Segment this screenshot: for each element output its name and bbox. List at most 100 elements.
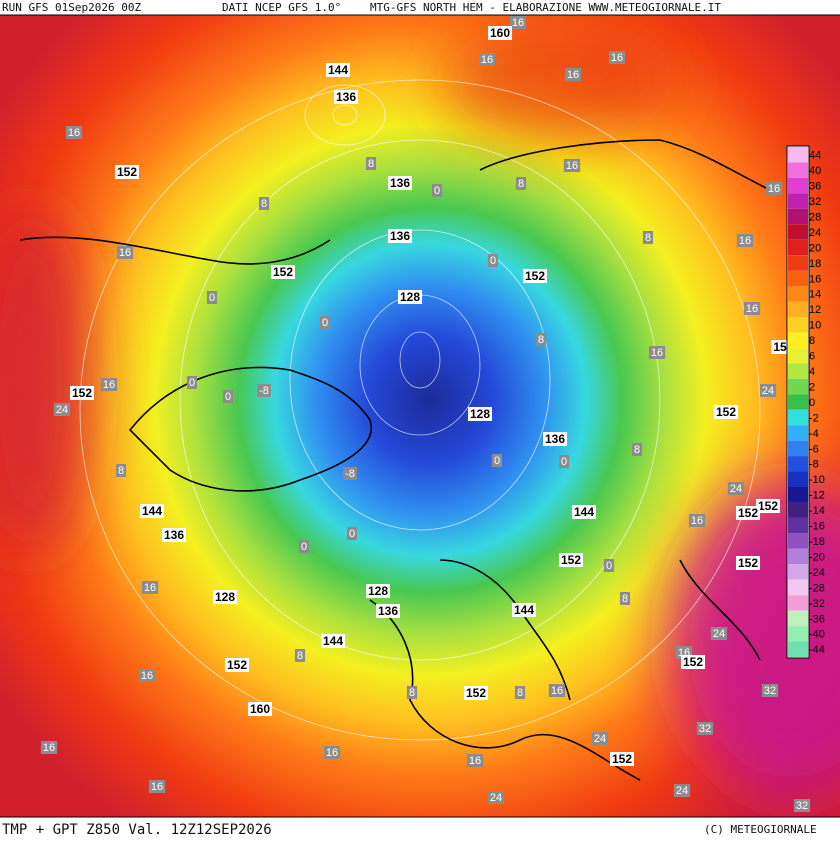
temperature-label: 16 bbox=[512, 17, 524, 29]
colorbar-swatch bbox=[788, 564, 808, 580]
temperature-label-box bbox=[515, 177, 527, 190]
temperature-label: 16 bbox=[144, 582, 156, 594]
temperature-label-box bbox=[548, 684, 566, 697]
source-label: DATI NCEP GFS 1.0° bbox=[222, 1, 341, 14]
temperature-label-box bbox=[478, 53, 496, 66]
temperature-label: 32 bbox=[699, 723, 711, 735]
temperature-label: 16 bbox=[746, 303, 758, 315]
run-label: RUN GFS 01Sep2026 00Z bbox=[2, 1, 141, 14]
temperature-label-box bbox=[100, 378, 118, 391]
colorbar-label: -20 bbox=[809, 551, 825, 563]
colorbar-swatch bbox=[788, 456, 808, 472]
temperature-label-box bbox=[736, 234, 754, 247]
field-label: TMP + GPT Z850 Val. 12Z12SEP2026 bbox=[2, 822, 272, 838]
temperature-label-box bbox=[365, 157, 377, 170]
geopotential-label-box bbox=[487, 26, 513, 40]
temperature-label: 0 bbox=[434, 185, 440, 197]
colorbar-swatch bbox=[788, 394, 808, 410]
temperature-label: -8 bbox=[259, 385, 269, 397]
temperature-label: 16 bbox=[326, 747, 338, 759]
footer-bar bbox=[0, 817, 840, 840]
geopotential-label-box bbox=[247, 702, 273, 716]
geopotential-label-box bbox=[139, 504, 165, 518]
geopotential-label-box bbox=[735, 506, 761, 520]
geopotential-label: 128 bbox=[215, 590, 235, 604]
temperature-label: 8 bbox=[538, 334, 544, 346]
geopotential-label-box bbox=[224, 658, 250, 672]
temperature-label-box bbox=[323, 746, 341, 759]
colorbar-swatch bbox=[788, 347, 808, 364]
geopotential-label: 136 bbox=[390, 229, 410, 243]
temperature-label-box bbox=[603, 559, 615, 572]
colorbar-swatch bbox=[788, 579, 808, 596]
temperature-label: 8 bbox=[409, 687, 415, 699]
temperature-label: 16 bbox=[141, 670, 153, 682]
temperature-label: 16 bbox=[567, 69, 579, 81]
colorbar-swatch bbox=[788, 239, 808, 256]
temperature-label: 0 bbox=[494, 455, 500, 467]
copyright-label: (C) METEOGIORNALE bbox=[704, 823, 817, 836]
temperature-label-box bbox=[765, 182, 783, 195]
temperature-label: 24 bbox=[730, 483, 742, 495]
temperature-label-box bbox=[487, 254, 499, 267]
temperature-label: 16 bbox=[611, 52, 623, 64]
temperature-label: -8 bbox=[345, 468, 355, 480]
temperature-label: 16 bbox=[651, 347, 663, 359]
temperature-label: 0 bbox=[490, 255, 496, 267]
temperature-label: 16 bbox=[103, 379, 115, 391]
geopotential-label: 128 bbox=[368, 584, 388, 598]
geopotential-label-box bbox=[387, 176, 413, 190]
warm-anomaly bbox=[440, 20, 680, 140]
colorbar-label: 18 bbox=[809, 258, 821, 270]
temperature-label: 0 bbox=[225, 391, 231, 403]
temperature-label-box bbox=[148, 780, 166, 793]
temperature-label: 16 bbox=[768, 183, 780, 195]
colorbar-label: 2 bbox=[809, 381, 815, 393]
geopotential-label: 152 bbox=[561, 553, 581, 567]
temperature-label: 24 bbox=[490, 792, 502, 804]
temperature-label-box bbox=[466, 754, 484, 767]
temperature-label: 8 bbox=[261, 198, 267, 210]
colorbar-label: 44 bbox=[809, 150, 821, 162]
colorbar-swatch bbox=[788, 440, 808, 457]
temperature-label-box bbox=[406, 686, 418, 699]
geopotential-label: 144 bbox=[142, 504, 162, 518]
colorbar-swatch bbox=[788, 641, 808, 657]
temperature-label: 32 bbox=[796, 800, 808, 812]
colorbar-label: 6 bbox=[809, 351, 815, 363]
geopotential-label: 152 bbox=[72, 386, 92, 400]
temperature-label-box bbox=[619, 592, 631, 605]
geopotential-label: 152 bbox=[758, 499, 778, 513]
geopotential-label: 152 bbox=[227, 658, 247, 672]
temperature-label-box bbox=[138, 669, 156, 682]
colorbar-swatch bbox=[788, 286, 808, 302]
geopotential-label: 15 bbox=[773, 340, 787, 354]
product-label: MTG-GFS NORTH HEM - ELABORAZIONE WWW.MET… bbox=[370, 1, 721, 14]
geopotential-label-box bbox=[511, 603, 537, 617]
colorbar-swatch bbox=[788, 487, 808, 503]
colorbar-swatch bbox=[788, 301, 808, 317]
temperature-label-box bbox=[346, 527, 358, 540]
colorbar-label: -14 bbox=[809, 505, 825, 517]
temperature-label: 0 bbox=[606, 560, 612, 572]
colorbar-swatch bbox=[788, 409, 808, 426]
geopotential-label-box bbox=[522, 269, 548, 283]
geopotential-label-box bbox=[270, 265, 296, 279]
temperature-label: 16 bbox=[551, 685, 563, 697]
colorbar-label: -2 bbox=[809, 412, 819, 424]
temperature-label-box bbox=[631, 443, 643, 456]
geopotential-contours bbox=[79, 79, 761, 741]
temperature-label-box bbox=[688, 514, 706, 527]
temperature-label-box bbox=[298, 540, 310, 553]
colorbar-swatch bbox=[788, 193, 808, 209]
temperature-label-box bbox=[535, 333, 547, 346]
colorbar-swatch bbox=[788, 548, 808, 565]
geopotential-label-box bbox=[680, 655, 706, 669]
colorbar-label: -12 bbox=[809, 490, 825, 502]
colorbar-label: 0 bbox=[809, 397, 815, 409]
temperature-label-box bbox=[294, 649, 306, 662]
colorbar-label: -28 bbox=[809, 582, 825, 594]
temperature-label-box bbox=[487, 791, 505, 804]
temperature-label: 0 bbox=[189, 377, 195, 389]
colorbar-swatch bbox=[788, 610, 808, 627]
